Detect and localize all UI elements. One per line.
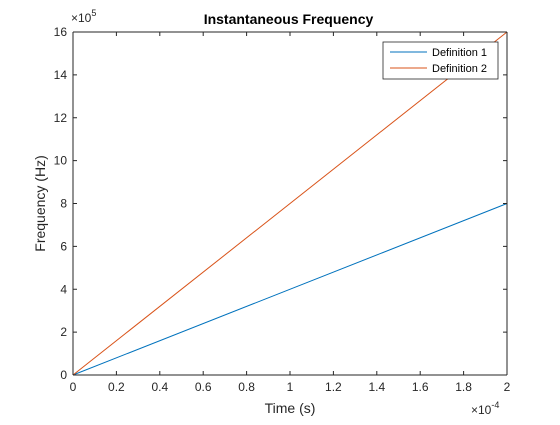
x-ticks: 0 0.2 0.4 0.6 0.8 1 1.2 1.4 1.6 1.8 2 xyxy=(70,32,511,394)
x-tick-label: 1.8 xyxy=(455,380,472,394)
y-tick-label: 6 xyxy=(60,239,67,253)
y-exponent: ×105 xyxy=(71,8,96,25)
legend: Definition 1 Definition 2 xyxy=(382,41,499,80)
x-tick-label: 0.6 xyxy=(195,380,212,394)
x-tick-label: 0.4 xyxy=(151,380,168,394)
y-exponent-power: 5 xyxy=(91,8,96,18)
x-tick-label: 0.8 xyxy=(238,380,255,394)
svg-text:×10-4: ×10-4 xyxy=(471,400,499,417)
x-tick-label: 2 xyxy=(504,380,511,394)
y-tick-label: 0 xyxy=(60,368,67,382)
y-exponent-base: ×10 xyxy=(71,11,92,25)
x-tick-label: 1.6 xyxy=(412,380,429,394)
x-tick-label: 1.4 xyxy=(368,380,385,394)
x-tick-label: 1.2 xyxy=(325,380,342,394)
x-tick-label: 0 xyxy=(70,380,77,394)
y-tick-label: 2 xyxy=(60,325,67,339)
legend-box xyxy=(382,41,499,80)
y-axis-label: Frequency (Hz) xyxy=(32,155,48,251)
x-exponent-power: -4 xyxy=(491,400,499,410)
x-tick-label: 1 xyxy=(287,380,294,394)
y-tick-label: 12 xyxy=(54,111,68,125)
y-tick-label: 14 xyxy=(54,68,68,82)
x-exponent-base: ×10 xyxy=(471,403,492,417)
y-tick-label: 10 xyxy=(54,154,68,168)
chart-title: Instantaneous Frequency xyxy=(204,11,374,27)
series-line-definition-2 xyxy=(72,31,508,376)
x-tick-label: 0.2 xyxy=(108,380,125,394)
svg-text:×105: ×105 xyxy=(71,8,96,25)
legend-label-definition-2: Definition 2 xyxy=(432,63,487,75)
y-ticks: 0 2 4 6 8 10 12 14 16 xyxy=(54,25,507,382)
legend-label-definition-1: Definition 1 xyxy=(432,47,487,59)
y-tick-label: 4 xyxy=(60,282,67,296)
series-layer xyxy=(72,31,508,376)
y-tick-label: 8 xyxy=(60,197,67,211)
y-tick-label: 16 xyxy=(54,25,68,39)
plot-axes: 0 0.2 0.4 0.6 0.8 1 1.2 1.4 1.6 1.8 2 0 2 4 6 8 10 12 14 1… xyxy=(54,25,511,394)
x-exponent: ×10-4 xyxy=(471,400,499,417)
series-line-definition-1 xyxy=(72,203,508,376)
x-axis-label: Time (s) xyxy=(265,400,316,416)
